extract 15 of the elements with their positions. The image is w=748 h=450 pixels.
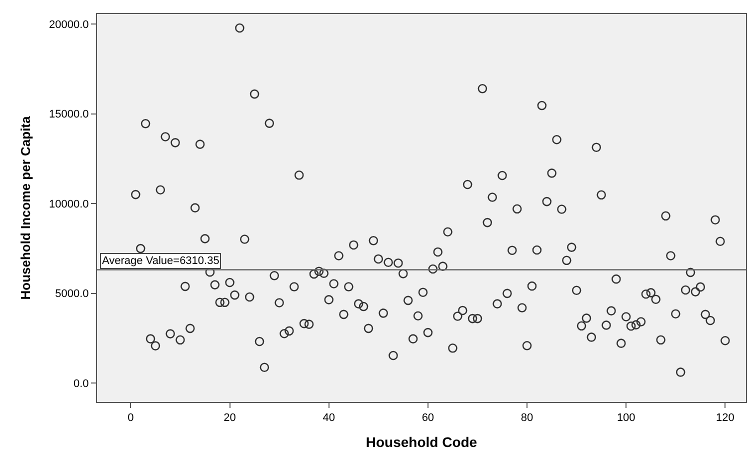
y-tick-label: 20000.0: [49, 18, 89, 31]
x-tick-label: 0: [128, 412, 134, 424]
y-tick-label: 15000.0: [49, 108, 89, 121]
y-axis-title: Household Income per Capita: [18, 116, 33, 300]
y-tick-label: 0.0: [74, 378, 89, 390]
x-tick-label: 20: [224, 412, 236, 424]
x-tick-label: 60: [422, 412, 434, 424]
y-tick-label: 10000.0: [49, 198, 89, 210]
x-axis-title: Household Code: [366, 434, 478, 450]
x-tick-label: 80: [520, 412, 534, 424]
y-tick-label: 5000.0: [55, 288, 89, 300]
x-tick-label: 100: [616, 412, 636, 424]
ref-line-label: Average Value=6310.35: [102, 255, 220, 267]
x-tick-label: 40: [322, 412, 335, 424]
x-tick-label: 120: [716, 412, 734, 424]
